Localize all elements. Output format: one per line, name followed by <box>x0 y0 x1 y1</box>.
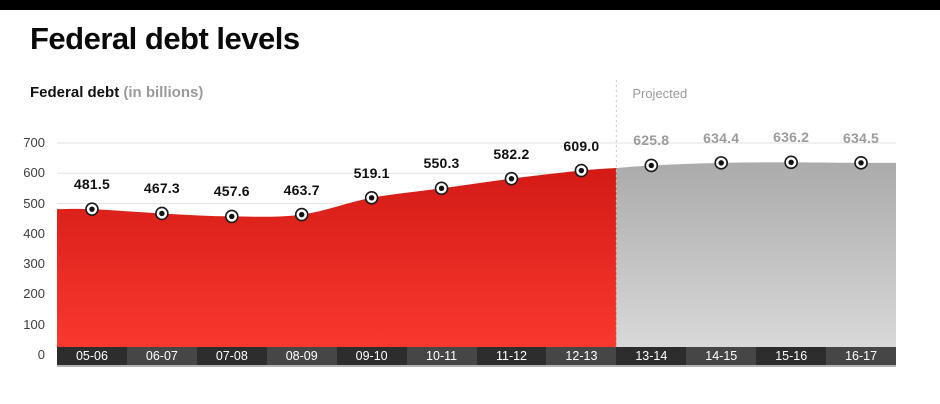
y-axis-tick: 600 <box>23 165 45 181</box>
x-axis-category: 14-15 <box>686 347 757 365</box>
value-label: 634.4 <box>703 129 740 146</box>
chart-subtitle: Federal debt (in billions) <box>30 84 203 101</box>
y-axis-tick: 700 <box>23 135 45 150</box>
x-axis-category: 05-06 <box>57 347 127 365</box>
y-axis-tick: 0 <box>37 347 45 362</box>
y-axis-tick: 500 <box>23 195 45 211</box>
x-axis-category: 06-07 <box>126 347 197 365</box>
projected-label: Projected <box>632 86 688 101</box>
x-axis-category: 08-09 <box>266 347 337 365</box>
x-axis-category: 12-13 <box>546 347 617 365</box>
x-axis-category-bar: 05-06 06-07 07-08 08-09 09-10 10-11 11-12 12-13… <box>57 347 897 365</box>
top-black-bar <box>0 0 940 10</box>
y-axis-tick: 300 <box>23 256 45 272</box>
x-axis-category: 13-14 <box>616 347 687 365</box>
y-axis-tick: 400 <box>23 225 45 241</box>
value-label: 609.0 <box>563 137 600 154</box>
value-label: 636.2 <box>773 129 810 146</box>
data-point-markers <box>85 155 868 224</box>
y-axis-tick: 100 <box>23 316 45 332</box>
value-label: 625.8 <box>633 132 670 149</box>
x-axis-category: 07-08 <box>196 347 267 365</box>
area-fills <box>57 162 896 347</box>
x-axis-category: 15-16 <box>756 347 827 365</box>
x-axis-category: 10-11 <box>406 347 477 365</box>
actual-area <box>57 168 617 347</box>
value-label: 519.1 <box>353 164 390 181</box>
value-label: 481.5 <box>73 176 110 193</box>
value-label: 467.3 <box>143 180 180 197</box>
value-label: 457.6 <box>213 183 250 200</box>
chart-subtitle-units: (in billions) <box>123 84 204 101</box>
value-label: 550.3 <box>423 155 460 172</box>
value-label: 634.5 <box>843 129 880 146</box>
y-axis-tick: 200 <box>23 286 45 302</box>
page-title: Federal debt levels <box>30 21 300 56</box>
projected-area <box>616 162 896 347</box>
x-axis-category: 16-17 <box>826 347 897 365</box>
x-axis-category: 09-10 <box>336 347 407 365</box>
x-axis-underline <box>57 365 896 367</box>
value-label: 463.7 <box>283 181 320 198</box>
x-axis-category: 11-12 <box>476 347 547 365</box>
value-label: 582.2 <box>493 145 530 162</box>
chart-subtitle-label: Federal debt <box>30 84 120 101</box>
